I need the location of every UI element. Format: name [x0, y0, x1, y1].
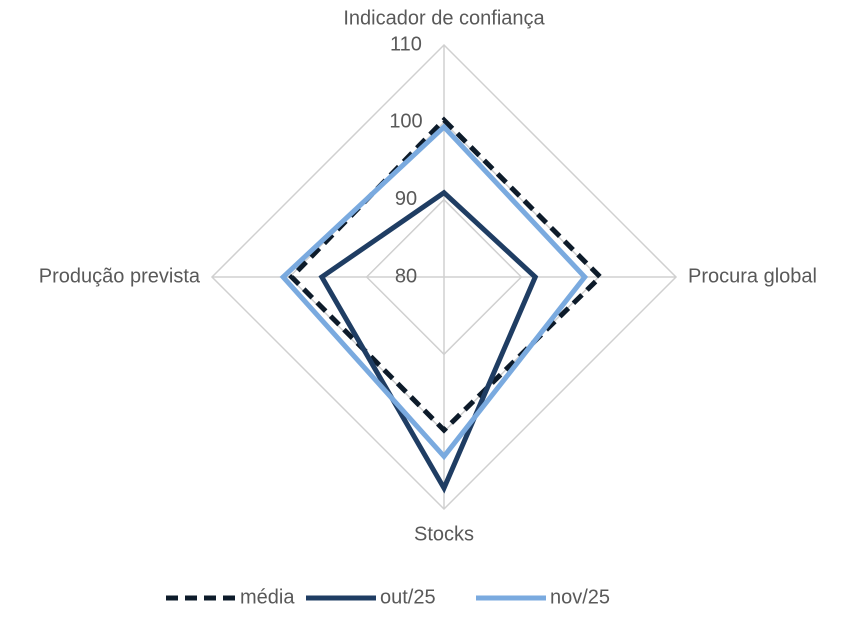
legend-label: out/25: [380, 586, 436, 608]
series-line: [318, 189, 539, 494]
r-tick-label: 110: [390, 33, 422, 55]
category-label: Indicador de confiança: [343, 7, 545, 29]
category-label: Procura global: [688, 265, 817, 287]
legend-label: média: [240, 586, 295, 608]
category-label: Stocks: [414, 523, 474, 545]
r-tick-label: 90: [395, 188, 417, 210]
series-line: [279, 123, 589, 461]
legend-label: nov/25: [550, 586, 610, 608]
category-label: Produção prevista: [39, 265, 201, 287]
r-tick-label: 100: [389, 111, 422, 133]
r-tick-label: 80: [395, 265, 417, 287]
series-line: [288, 116, 604, 434]
